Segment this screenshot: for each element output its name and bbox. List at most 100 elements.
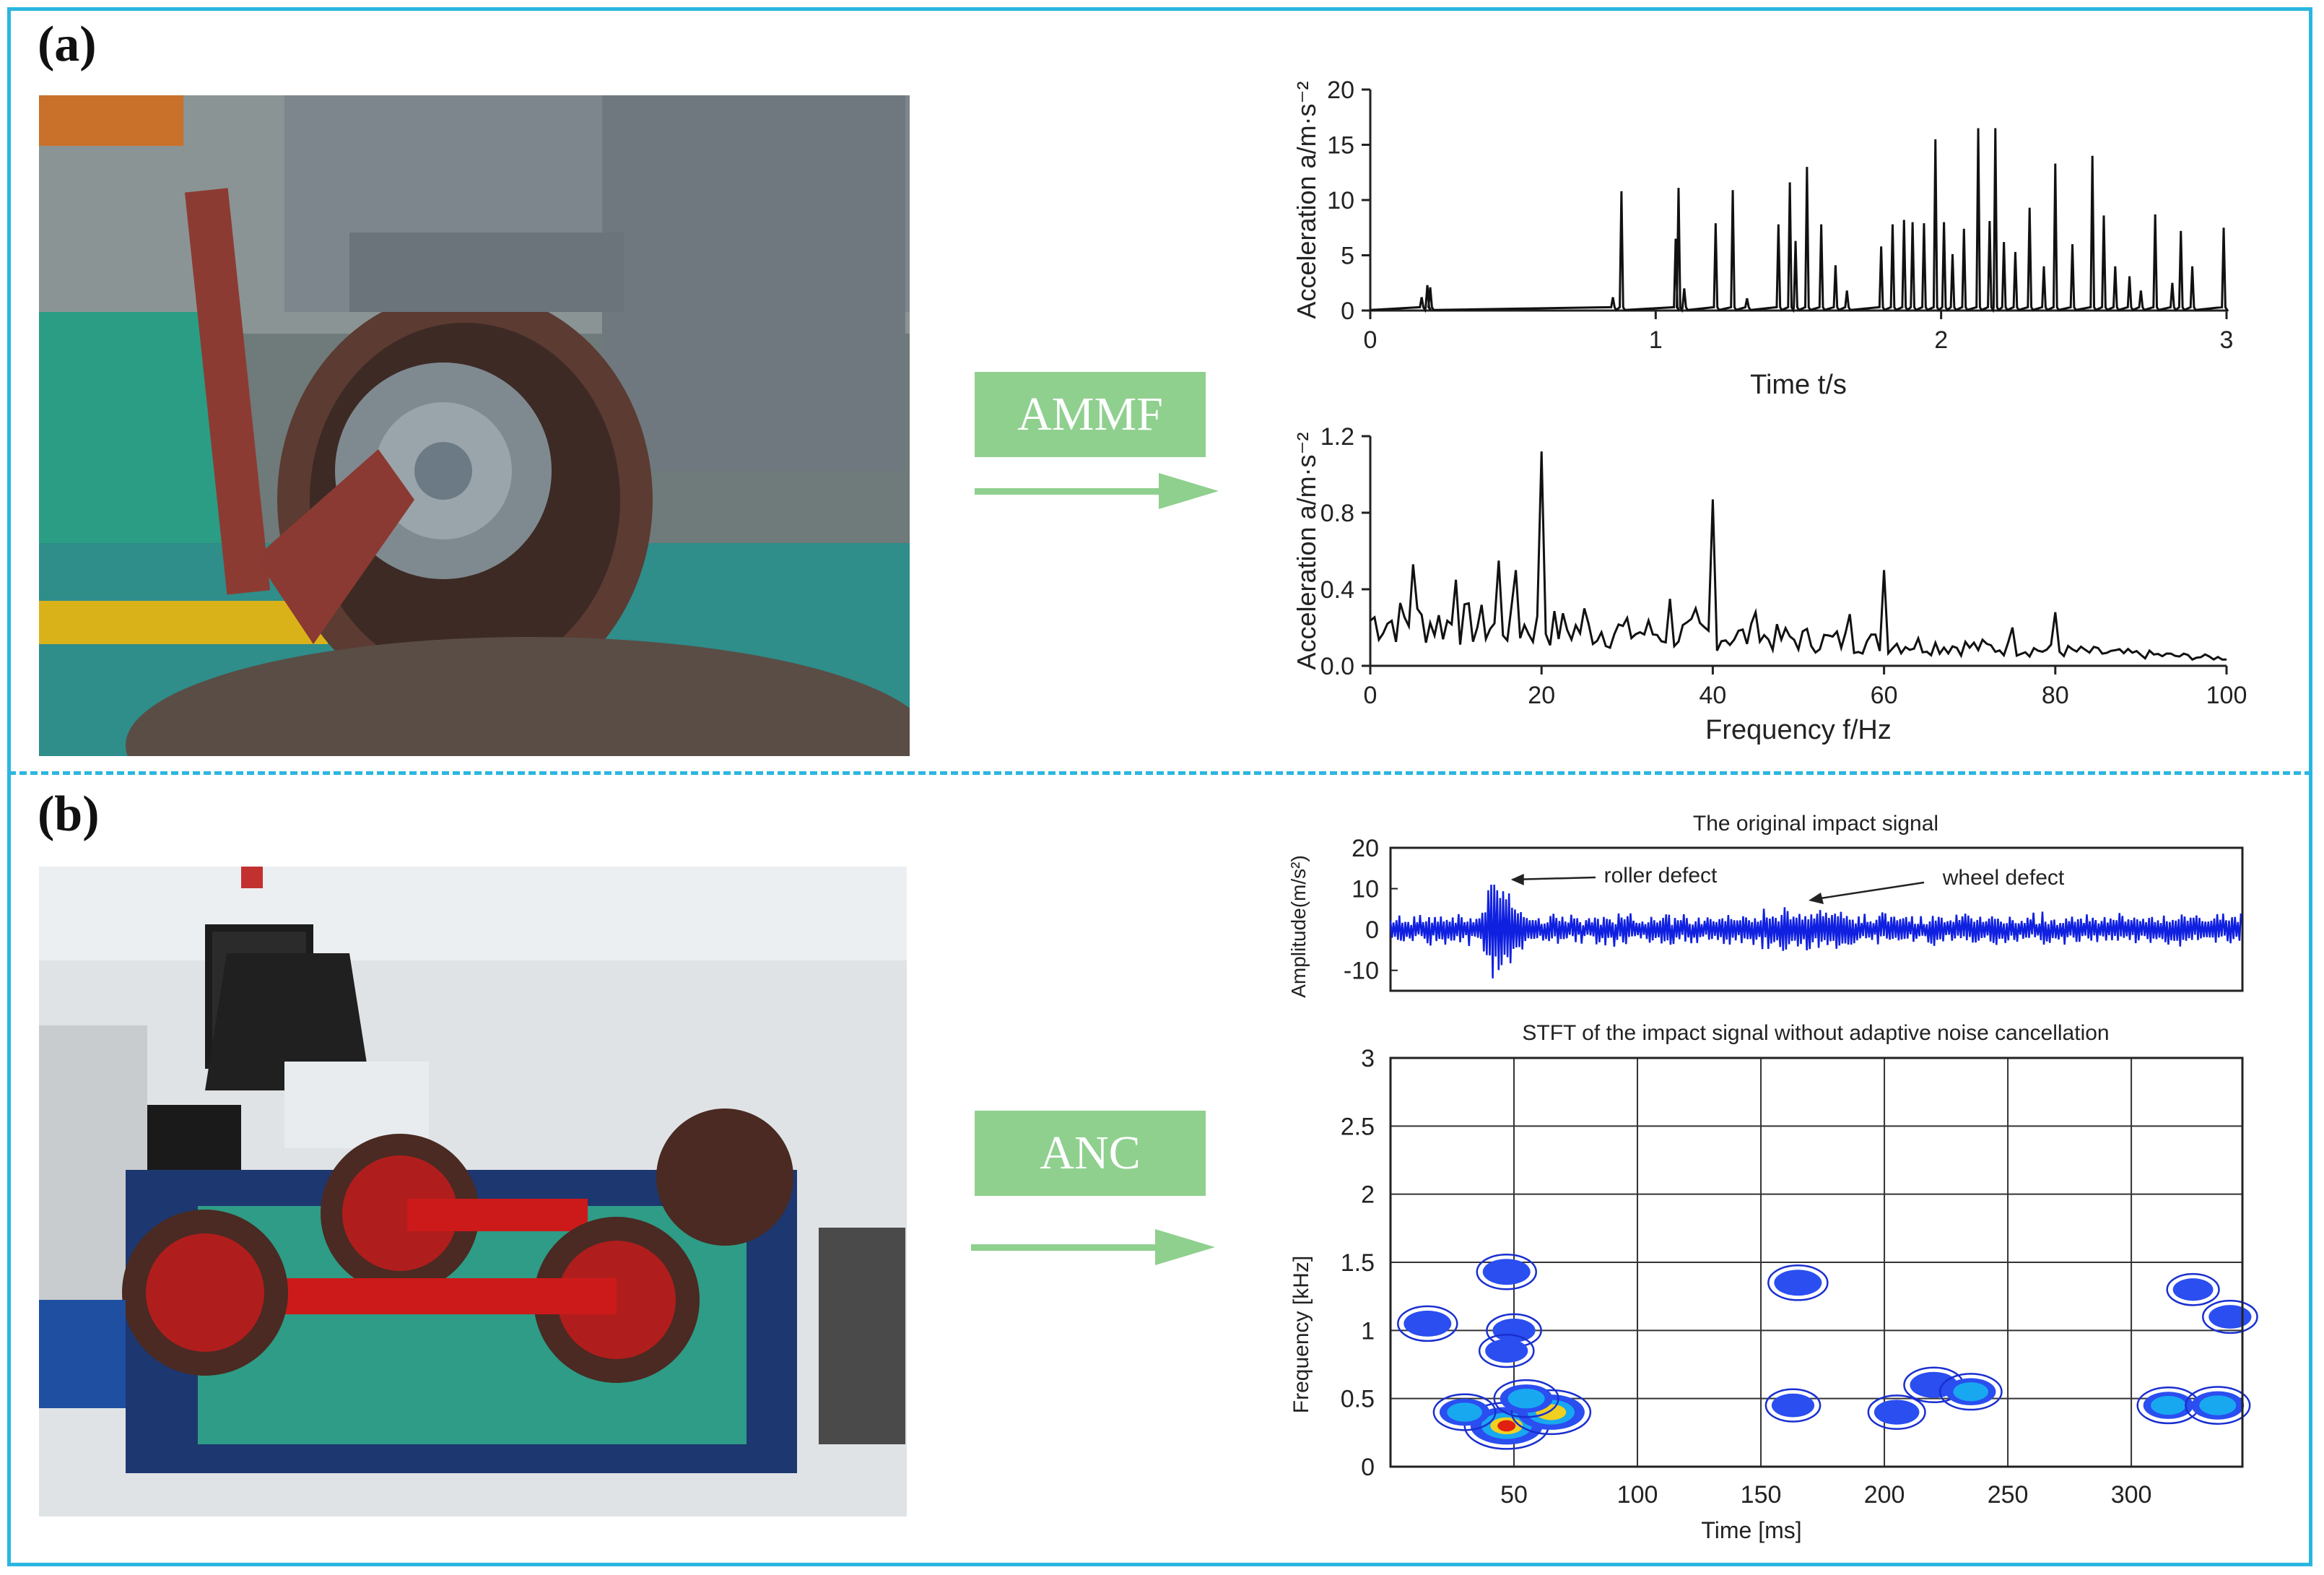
time-chart-ytick-label: 0 bbox=[1341, 298, 1354, 325]
stft-xtick-label: 100 bbox=[1617, 1481, 1658, 1509]
time-chart-ytick-label: 20 bbox=[1327, 77, 1354, 104]
time-chart-ytick-label: 5 bbox=[1341, 243, 1354, 270]
freq-chart-xtick-label: 0 bbox=[1364, 682, 1378, 709]
stft-blob-peak bbox=[1497, 1420, 1516, 1432]
stft-blob-contour bbox=[1510, 1389, 1592, 1436]
stft-blob-mid bbox=[1507, 1388, 1545, 1409]
impact-chart-signal-line bbox=[1389, 884, 2242, 979]
anc-arrow bbox=[971, 1229, 1215, 1265]
time-chart-xlabel: Time t/s bbox=[1750, 370, 1847, 400]
stft-blob-contour bbox=[1432, 1393, 1497, 1431]
time-acceleration-chart: 0 5 10 15 20 0 1 2 3 Time t/s Acceleration a/m·s⁻² bbox=[1292, 77, 2233, 400]
freq-chart-xtick-label: 60 bbox=[1871, 682, 1898, 709]
time-chart-series-line bbox=[1370, 128, 2229, 313]
ammf-arrow bbox=[975, 473, 1219, 509]
freq-chart-xtick-label: 20 bbox=[1528, 682, 1555, 709]
stft-xtick-label: 150 bbox=[1741, 1481, 1782, 1509]
stft-blob bbox=[2172, 1278, 2214, 1301]
impact-chart-ytick-label: -10 bbox=[1344, 958, 1379, 985]
stft-xtick-label: 300 bbox=[2111, 1481, 2152, 1509]
freq-chart-xlabel: Frequency f/Hz bbox=[1705, 715, 1892, 745]
stft-ytick-label: 1.5 bbox=[1341, 1249, 1375, 1277]
stft-blob bbox=[1771, 1393, 1815, 1418]
impact-chart-ytick-label: 0 bbox=[1365, 916, 1379, 944]
time-chart-ytick-label: 10 bbox=[1327, 187, 1354, 214]
stft-chart: STFT of the impact signal without adapti… bbox=[1289, 1021, 2258, 1543]
stft-blob-contour bbox=[1397, 1305, 1458, 1342]
stft-ytick-label: 2 bbox=[1361, 1181, 1375, 1209]
time-chart-xtick-label: 1 bbox=[1649, 326, 1663, 354]
freq-chart-xtick-label: 80 bbox=[2042, 682, 2069, 709]
figure-frame bbox=[7, 7, 2312, 1566]
impact-chart-frame bbox=[1389, 846, 2244, 992]
freq-chart-ytick-label: 0.4 bbox=[1320, 576, 1354, 604]
freq-chart-series-line bbox=[1370, 451, 2227, 661]
panel-b-label: (b) bbox=[38, 786, 100, 842]
stft-blob bbox=[1873, 1400, 1920, 1425]
impact-chart-title: The original impact signal bbox=[1693, 812, 1938, 836]
test-rig-photo bbox=[39, 867, 907, 1517]
wheel-defect-annotation: wheel defect bbox=[1942, 866, 2065, 890]
roller-defect-arrow bbox=[1512, 876, 1596, 881]
time-chart-xtick-label: 2 bbox=[1934, 326, 1948, 354]
stft-chart-title: STFT of the impact signal without adapti… bbox=[1522, 1021, 2109, 1045]
panel-a-label: (a) bbox=[38, 17, 97, 72]
stft-blob-contour bbox=[2185, 1386, 2251, 1425]
stft-blob-contour bbox=[1767, 1264, 1829, 1301]
wheel-defect-arrow bbox=[1815, 881, 1925, 901]
ammf-method-box: AMMF bbox=[975, 372, 1206, 457]
stft-ytick-label: 3 bbox=[1361, 1045, 1375, 1072]
stft-ylabel: Frequency [kHz] bbox=[1289, 1256, 1313, 1413]
stft-ytick-label: 0.5 bbox=[1341, 1386, 1375, 1413]
freq-chart-ytick-label: 1.2 bbox=[1320, 423, 1354, 451]
roller-defect-arrowhead bbox=[1510, 874, 1524, 885]
stft-blob-contour bbox=[2202, 1299, 2258, 1335]
stft-blob bbox=[1482, 1259, 1531, 1285]
stft-xtick-label: 50 bbox=[1500, 1481, 1528, 1509]
stft-ytick-label: 0 bbox=[1361, 1454, 1375, 1481]
stft-blob-contour bbox=[1478, 1333, 1535, 1368]
panel-divider bbox=[9, 771, 2312, 775]
time-chart-xtick-label: 3 bbox=[2220, 326, 2234, 354]
frequency-acceleration-chart: 0.0 0.4 0.8 1.2 0 20 40 60 80 100 Frequency f/Hz Ac… bbox=[1292, 423, 2247, 745]
stft-blob-contour bbox=[1493, 1379, 1559, 1418]
stft-blob-mid bbox=[1953, 1382, 1989, 1402]
impact-chart-ytick-label: 20 bbox=[1352, 835, 1379, 862]
stft-blob bbox=[1485, 1339, 1528, 1363]
stft-xlabel: Time [ms] bbox=[1701, 1517, 1801, 1543]
stft-blob bbox=[1774, 1270, 1822, 1296]
stft-blob-contour bbox=[1867, 1394, 1926, 1430]
impact-chart-ylabel: Amplitude(m/s²) bbox=[1287, 855, 1310, 998]
roller-defect-annotation: roller defect bbox=[1604, 864, 1718, 888]
freq-chart-xtick-label: 100 bbox=[2206, 682, 2247, 709]
freq-chart-ytick-label: 0.0 bbox=[1320, 653, 1354, 680]
stft-ytick-label: 1 bbox=[1361, 1317, 1375, 1345]
time-chart-ytick-label: 15 bbox=[1327, 132, 1354, 160]
anc-method-box: ANC bbox=[975, 1111, 1206, 1196]
stft-blob-mid bbox=[2199, 1395, 2237, 1415]
time-chart-xtick-label: 0 bbox=[1364, 326, 1378, 354]
original-impact-signal-chart: The original impact signal 20 10 0 -10 Amplit… bbox=[1287, 812, 2244, 998]
bogie-photo bbox=[39, 95, 910, 756]
freq-chart-ytick-label: 0.8 bbox=[1320, 500, 1354, 527]
freq-chart-xtick-label: 40 bbox=[1699, 682, 1726, 709]
time-chart-ylabel: Acceleration a/m·s⁻² bbox=[1292, 81, 1321, 318]
stft-blob bbox=[2208, 1305, 2252, 1329]
stft-blob-contour bbox=[2166, 1272, 2220, 1306]
stft-chart-frame bbox=[1389, 1056, 2244, 1468]
stft-xtick-label: 200 bbox=[1864, 1481, 1905, 1509]
stft-blob bbox=[1492, 1318, 1536, 1342]
stft-blob-contour bbox=[1476, 1253, 1538, 1290]
stft-blob-mid bbox=[1447, 1402, 1482, 1422]
stft-blob-mid bbox=[2151, 1395, 2186, 1415]
stft-ytick-label: 2.5 bbox=[1341, 1113, 1375, 1140]
stft-blob-contour bbox=[1764, 1388, 1822, 1423]
stft-blob bbox=[1910, 1371, 1958, 1398]
stft-blob bbox=[1403, 1310, 1452, 1337]
impact-chart-ytick-label: 10 bbox=[1352, 876, 1379, 903]
freq-chart-ylabel: Acceleration a/m·s⁻² bbox=[1292, 432, 1321, 669]
stft-blob-contour bbox=[1938, 1373, 2003, 1411]
wheel-defect-arrowhead bbox=[1809, 893, 1824, 904]
stft-xtick-label: 250 bbox=[1988, 1481, 2029, 1509]
